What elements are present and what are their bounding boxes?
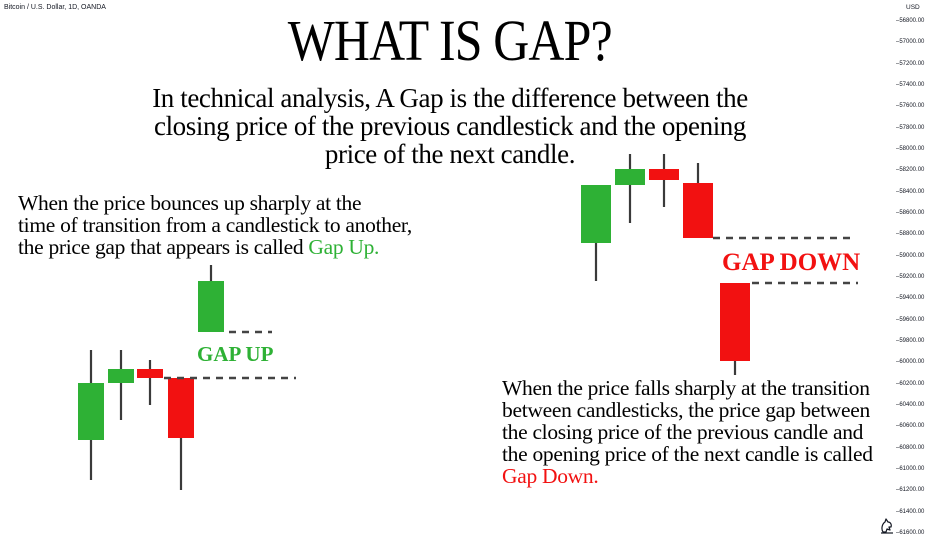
intro-line-3: price of the next candle. xyxy=(324,139,576,169)
page-title: WHAT IS GAP? xyxy=(287,8,613,73)
bear-candle-body xyxy=(649,169,679,180)
axis-tick-label: –58400.00 xyxy=(896,188,925,195)
axis-tick-label: –58600.00 xyxy=(896,209,925,216)
intro-line-1: In technical analysis, A Gap is the diff… xyxy=(152,83,748,113)
axis-tick-label: –61200.00 xyxy=(896,487,925,494)
gap-down-explanation: When the price falls sharply at the tran… xyxy=(502,377,897,487)
gap-up-line-1: When the price bounces up sharply at the xyxy=(18,191,362,215)
axis-tick-label: –59000.00 xyxy=(896,252,925,259)
gap-down-line-1: When the price falls sharply at the tran… xyxy=(502,376,870,400)
gap-up-explanation: When the price bounces up sharply at the… xyxy=(18,192,448,258)
axis-tick-label: –59200.00 xyxy=(896,273,925,280)
bull-candle-body xyxy=(78,383,104,440)
gap-down-line-3: the closing price of the previous candle… xyxy=(502,420,864,444)
bear-candle-body xyxy=(168,378,194,438)
axis-tick-label: –57600.00 xyxy=(896,103,925,110)
gap-up-term: Gap Up. xyxy=(308,235,380,259)
axis-tick-label: –60200.00 xyxy=(896,380,925,387)
axis-tick-label: –57000.00 xyxy=(896,39,925,46)
bull-candle-body xyxy=(581,185,611,243)
bull-candle-body xyxy=(615,169,645,185)
axis-tick-label: –57800.00 xyxy=(896,124,925,131)
axis-tick-label: –59400.00 xyxy=(896,295,925,302)
axis-tick-label: –61600.00 xyxy=(896,529,925,536)
gap-up-label: GAP UP xyxy=(197,342,274,366)
gap-up-line-3: the price gap that appears is called Gap… xyxy=(18,236,448,258)
axis-tick-label: –58200.00 xyxy=(896,167,925,174)
bull-candle-body xyxy=(108,369,134,383)
axis-tick-label: –58800.00 xyxy=(896,231,925,238)
intro-paragraph: In technical analysis, A Gap is the diff… xyxy=(100,84,800,168)
axis-tick-label: –59800.00 xyxy=(896,337,925,344)
axis-tick-label: –57400.00 xyxy=(896,81,925,88)
axis-tick-label: –61000.00 xyxy=(896,465,925,472)
axis-tick-label: –60000.00 xyxy=(896,359,925,366)
gap-down-term: Gap Down. xyxy=(502,464,599,488)
axis-tick-label: –57200.00 xyxy=(896,60,925,67)
axis-tick-label: –60800.00 xyxy=(896,444,925,451)
chart-symbol-label: Bitcoin / U.S. Dollar, 1D, OANDA xyxy=(4,4,106,11)
gap-up-line-2: time of transition from a candlestick to… xyxy=(18,213,413,237)
axis-tick-label: –58000.00 xyxy=(896,145,925,152)
bear-candle-body xyxy=(683,183,713,238)
axis-tick-label: –60600.00 xyxy=(896,423,925,430)
bear-candle-body xyxy=(137,369,163,378)
bull-candle-body xyxy=(198,281,224,332)
gap-up-line-3-text: the price gap that appears is called xyxy=(18,235,309,259)
candlestick-illustrations: GAP UP GAP DOWN xyxy=(78,154,860,490)
bear-candle-body xyxy=(720,283,750,361)
gap-down-line-2: between candlesticks, the price gap betw… xyxy=(502,398,870,422)
price-axis[interactable]: USD –56800.00 –57000.00 –57200.00 –57400.00… xyxy=(896,0,932,550)
axis-tick-label: –60400.00 xyxy=(896,401,925,408)
axis-tick-label: –59600.00 xyxy=(896,316,925,323)
gap-down-label: GAP DOWN xyxy=(722,249,860,276)
intro-line-2: closing price of the previous candlestic… xyxy=(153,111,747,141)
axis-unit-label: USD xyxy=(906,4,920,11)
axis-tick-label: –56800.00 xyxy=(896,18,925,24)
gap-down-line-4: the opening price of the next candle is … xyxy=(502,442,873,466)
tradingview-logo-icon[interactable] xyxy=(880,518,894,534)
axis-tick-label: –61400.00 xyxy=(896,508,925,515)
